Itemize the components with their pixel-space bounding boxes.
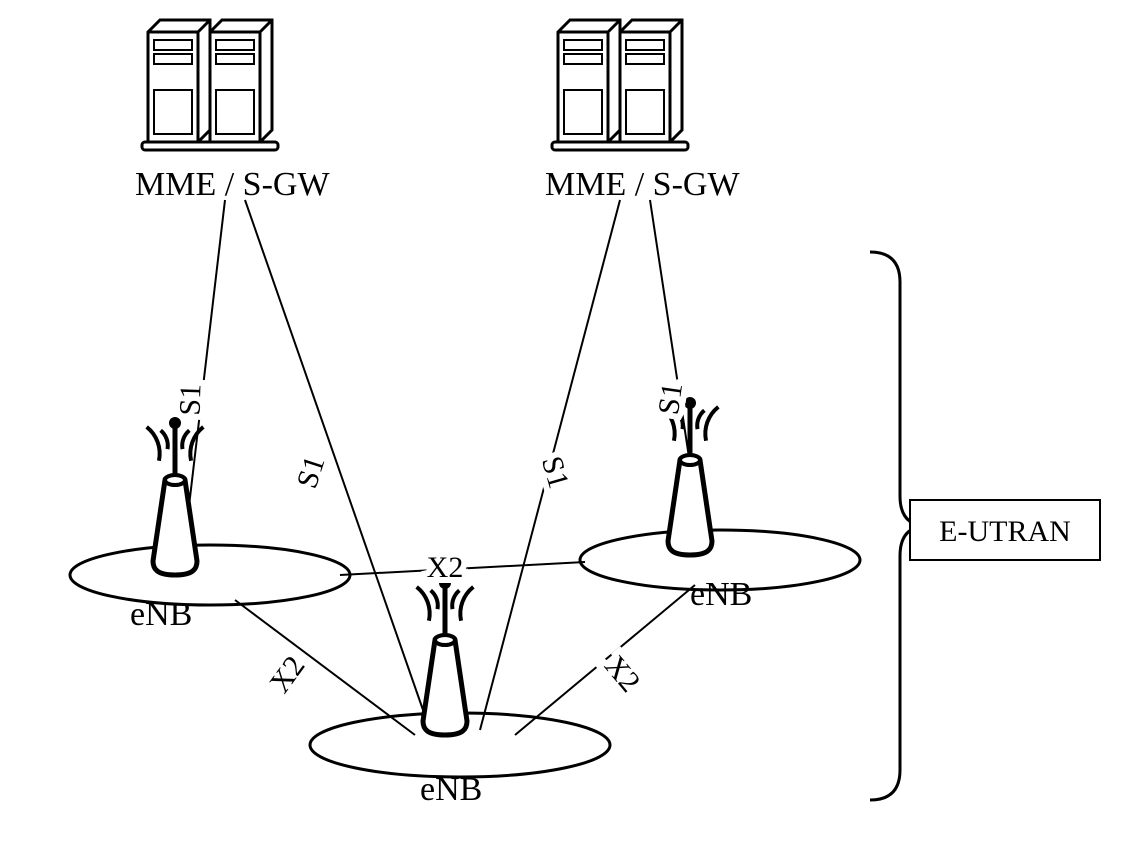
server-left-icon <box>142 20 278 150</box>
link-x2-rb <box>515 585 695 735</box>
enb-bottom-icon <box>417 577 474 735</box>
enb-right-label: eNB <box>690 576 752 613</box>
link-label-s1-r-r: S1 <box>652 381 689 417</box>
link-label-s1-l-l: S1 <box>173 383 207 416</box>
enb-left-label: eNB <box>130 596 192 633</box>
enb-left-icon <box>147 417 204 575</box>
server-right-icon <box>552 20 688 150</box>
link-label-s1-l-b: S1 <box>290 452 331 492</box>
coverage-enb-left <box>70 545 350 605</box>
link-x2-lb <box>235 600 415 735</box>
link-s1-l-l <box>185 200 225 540</box>
server-right-label: MME / S-GW <box>545 166 740 203</box>
link-label-s1-r-b: S1 <box>535 453 575 493</box>
enb-bottom-label: eNB <box>420 771 482 808</box>
link-s1-l-b <box>245 200 430 730</box>
link-label-x2-lb: X2 <box>263 650 311 699</box>
eutran-label: E-UTRAN <box>939 515 1071 548</box>
server-left-label: MME / S-GW <box>135 166 330 203</box>
enb-right-icon <box>662 397 719 555</box>
link-label-x2-rb: X2 <box>598 649 647 698</box>
link-label-x2-top: X2 <box>427 551 464 584</box>
